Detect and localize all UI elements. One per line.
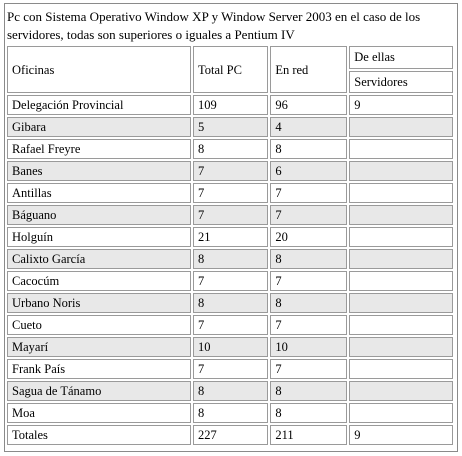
cell-en-red: 20 [270, 227, 348, 247]
cell-total-pc: 8 [193, 139, 269, 159]
cell-total-pc: 8 [193, 403, 269, 423]
cell-en-red: 8 [270, 403, 348, 423]
cell-en-red: 211 [270, 425, 348, 445]
cell-total-pc: 7 [193, 359, 269, 379]
cell-servidores [349, 359, 453, 379]
cell-total-pc: 227 [193, 425, 269, 445]
cell-total-pc: 109 [193, 95, 269, 115]
cell-servidores [349, 337, 453, 357]
cell-servidores [349, 271, 453, 291]
cell-en-red: 7 [270, 359, 348, 379]
table-row: Antillas 7 7 [7, 183, 453, 203]
cell-servidores [349, 293, 453, 313]
header-total-pc: Total PC [193, 46, 269, 93]
cell-total-pc: 7 [193, 271, 269, 291]
cell-oficina: Gibara [7, 117, 192, 137]
table-row: Totales 227 211 9 [7, 425, 453, 445]
table-row: Cueto 7 7 [7, 315, 453, 335]
cell-en-red: 7 [270, 271, 348, 291]
cell-oficina: Moa [7, 403, 192, 423]
table-row: Calixto García 8 8 [7, 249, 453, 269]
header-en-red: En red [270, 46, 348, 93]
table-row: Gibara 5 4 [7, 117, 453, 137]
cell-oficina: Antillas [7, 183, 192, 203]
table-row: Cacocúm 7 7 [7, 271, 453, 291]
table-row: Banes 7 6 [7, 161, 453, 181]
cell-servidores [349, 227, 453, 247]
cell-servidores [349, 381, 453, 401]
cell-en-red: 6 [270, 161, 348, 181]
table-row: Delegación Provincial 109 96 9 [7, 95, 453, 115]
cell-oficina: Sagua de Tánamo [7, 381, 192, 401]
cell-total-pc: 7 [193, 183, 269, 203]
cell-servidores: 9 [349, 425, 453, 445]
cell-servidores [349, 249, 453, 269]
cell-oficina: Holguín [7, 227, 192, 247]
table-row: Báguano 7 7 [7, 205, 453, 225]
cell-en-red: 8 [270, 249, 348, 269]
cell-total-pc: 7 [193, 161, 269, 181]
cell-servidores [349, 117, 453, 137]
cell-en-red: 7 [270, 183, 348, 203]
cell-en-red: 8 [270, 293, 348, 313]
cell-total-pc: 10 [193, 337, 269, 357]
cell-oficina: Frank País [7, 359, 192, 379]
table-caption: Pc con Sistema Operativo Window XP y Win… [7, 9, 421, 42]
cell-servidores [349, 315, 453, 335]
cell-servidores [349, 183, 453, 203]
cell-en-red: 7 [270, 205, 348, 225]
cell-en-red: 96 [270, 95, 348, 115]
cell-servidores [349, 403, 453, 423]
table-row: Frank País 7 7 [7, 359, 453, 379]
cell-total-pc: 8 [193, 249, 269, 269]
cell-en-red: 8 [270, 381, 348, 401]
table-row: Holguín 21 20 [7, 227, 453, 247]
cell-oficina: Cacocúm [7, 271, 192, 291]
cell-oficina: Báguano [7, 205, 192, 225]
table-row: Urbano Noris 8 8 [7, 293, 453, 313]
header-oficinas: Oficinas [7, 46, 192, 93]
header-servidores: Servidores [349, 70, 453, 93]
subheader-row: Servidores [7, 70, 453, 93]
pc-table: Oficinas Total PC En red De ellas Servid… [5, 44, 455, 447]
cell-servidores: 9 [349, 95, 453, 115]
cell-servidores [349, 161, 453, 181]
cell-servidores [349, 205, 453, 225]
cell-oficina: Banes [7, 161, 192, 181]
cell-oficina: Delegación Provincial [7, 95, 192, 115]
cell-en-red: 10 [270, 337, 348, 357]
cell-servidores [349, 139, 453, 159]
header-row: Oficinas Total PC En red De ellas [7, 46, 453, 93]
table-row: Rafael Freyre 8 8 [7, 139, 453, 159]
table-row: Moa 8 8 [7, 403, 453, 423]
table-row: Mayarí 10 10 [7, 337, 453, 357]
cell-en-red: 7 [270, 315, 348, 335]
cell-total-pc: 7 [193, 205, 269, 225]
cell-oficina: Totales [7, 425, 192, 445]
header-de-ellas: De ellas [349, 46, 453, 69]
cell-total-pc: 8 [193, 381, 269, 401]
cell-total-pc: 21 [193, 227, 269, 247]
table-row: Sagua de Tánamo 8 8 [7, 381, 453, 401]
cell-oficina: Mayarí [7, 337, 192, 357]
cell-total-pc: 7 [193, 315, 269, 335]
cell-en-red: 4 [270, 117, 348, 137]
cell-total-pc: 5 [193, 117, 269, 137]
cell-oficina: Rafael Freyre [7, 139, 192, 159]
cell-total-pc: 8 [193, 293, 269, 313]
cell-oficina: Calixto García [7, 249, 192, 269]
cell-oficina: Urbano Noris [7, 293, 192, 313]
cell-oficina: Cueto [7, 315, 192, 335]
cell-en-red: 8 [270, 139, 348, 159]
